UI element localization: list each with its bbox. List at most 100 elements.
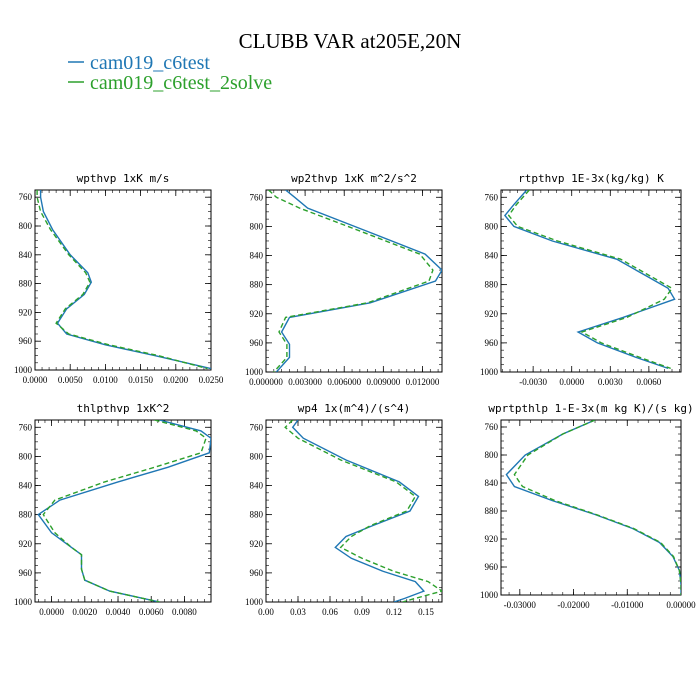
panel-2: rtpthvp 1E-3x(kg/kg) K -0.0030 0.0000 0.003… [480,172,682,387]
x-tick-label: 0.15 [418,607,434,617]
y-tick-label: 1000 [14,597,33,607]
panel-frame [500,189,682,373]
series-line-0 [503,190,676,370]
x-tick-label: 0.0030 [598,377,623,387]
y-tick-label: 920 [19,539,33,549]
panel-title: rtpthvp 1E-3x(kg/kg) K [518,172,664,185]
series-line-1 [284,420,442,602]
y-tick-label: 920 [250,539,264,549]
y-tick-label: 760 [485,422,499,432]
panels: wpthvp 1xK m/s 0.0000 0.0050 0.0100 0.0150 0.… [14,172,696,617]
y-tick-label: 960 [250,338,264,348]
y-tick-label: 1000 [480,590,499,600]
y-tick-label: 960 [485,562,499,572]
panel-frame [34,189,212,371]
y-tick-label: 800 [19,221,33,231]
x-tick-label: -0.03000 [504,600,537,610]
x-tick-label: 0.012000 [406,377,440,387]
x-tick-label: 0.0080 [172,607,197,617]
x-tick-label: 0.0020 [72,607,97,617]
y-tick-label: 760 [19,192,33,202]
y-tick-label: 920 [250,309,264,319]
y-tick-label: 840 [485,251,499,261]
y-tick-label: 760 [19,422,33,432]
panel-title: wp2thvp 1xK m^2/s^2 [291,172,417,185]
x-tick-label: 0.0150 [128,375,153,385]
y-tick-label: 960 [485,338,499,348]
x-tick-label: 0.009000 [366,377,400,387]
x-tick-label: 0.0250 [199,375,224,385]
x-tick-label: -0.01000 [611,600,644,610]
x-tick-label: 0.00 [258,607,274,617]
x-tick-label: 0.0000 [23,375,48,385]
y-tick-label: 880 [19,510,33,520]
panel-title: wprtpthlp 1-E-3x(m kg K)/(s kg) [488,402,693,415]
x-tick-label: 0.0100 [93,375,118,385]
y-tick-label: 960 [19,336,33,346]
legend-label-0: cam019_c6test [90,52,210,74]
panel-frame [500,419,682,596]
x-tick-label: -0.02000 [557,600,590,610]
series-line-1 [42,420,207,602]
y-tick-label: 960 [250,568,264,578]
x-tick-label: 0.00000 [666,600,696,610]
y-tick-label: 800 [250,221,264,231]
panel-frame [265,189,443,373]
x-tick-label: 0.09 [354,607,370,617]
y-tick-label: 920 [485,309,499,319]
y-tick-label: 800 [485,450,499,460]
figure-title: CLUBB VAR at205E,20N [239,29,462,53]
panel-frame [34,419,212,603]
y-tick-label: 800 [19,451,33,461]
x-tick-label: 0.0050 [58,375,83,385]
x-tick-label: 0.006000 [327,377,361,387]
panel-title: thlpthvp 1xK^2 [77,402,170,415]
y-tick-label: 1000 [14,365,33,375]
x-tick-label: 0.0000 [559,377,584,387]
panel-3: thlpthvp 1xK^2 0.0000 0.0020 0.0040 0.0060 0.… [14,402,212,617]
y-tick-label: 880 [19,279,33,289]
y-tick-label: 760 [250,192,264,202]
series-line-1 [36,190,208,370]
y-tick-label: 840 [485,478,499,488]
panel-1: wp2thvp 1xK m^2/s^2 0.000000 0.003000 0.006… [245,172,443,387]
y-tick-label: 800 [485,221,499,231]
y-tick-label: 880 [485,280,499,290]
x-tick-label: 0.0040 [106,607,131,617]
panel-5: wprtpthlp 1-E-3x(m kg K)/(s kg) -0.03000 -… [480,402,696,610]
y-tick-label: 880 [250,510,264,520]
y-tick-label: 840 [19,250,33,260]
x-tick-label: 0.0060 [636,377,661,387]
series-line-0 [505,420,681,595]
x-tick-label: -0.0030 [519,377,547,387]
x-tick-label: 0.06 [322,607,338,617]
x-tick-label: 0.0060 [139,607,164,617]
y-tick-label: 1000 [245,597,264,607]
y-tick-label: 760 [485,192,499,202]
series-line-1 [513,420,681,595]
panel-0: wpthvp 1xK m/s 0.0000 0.0050 0.0100 0.0150 0.… [14,172,224,385]
y-tick-label: 800 [250,451,264,461]
x-tick-label: 0.12 [386,607,402,617]
panel-title: wp4 1x(m^4)/(s^4) [298,402,411,415]
y-tick-label: 920 [19,307,33,317]
x-tick-label: 0.0200 [163,375,188,385]
y-tick-label: 840 [250,251,264,261]
y-tick-label: 960 [19,568,33,578]
y-tick-label: 880 [485,506,499,516]
series-line-0 [275,190,442,372]
y-tick-label: 880 [250,280,264,290]
series-line-1 [268,190,434,372]
panel-title: wpthvp 1xK m/s [77,172,170,185]
x-tick-label: 0.000000 [249,377,283,387]
x-tick-label: 0.003000 [288,377,322,387]
x-tick-label: 0.03 [290,607,306,617]
legend: cam019_c6test cam019_c6test_2solve [68,52,272,94]
y-tick-label: 920 [485,534,499,544]
series-line-1 [507,190,674,370]
y-tick-label: 760 [250,422,264,432]
y-tick-label: 1000 [245,367,264,377]
y-tick-label: 1000 [480,367,499,377]
x-tick-label: 0.0000 [39,607,64,617]
